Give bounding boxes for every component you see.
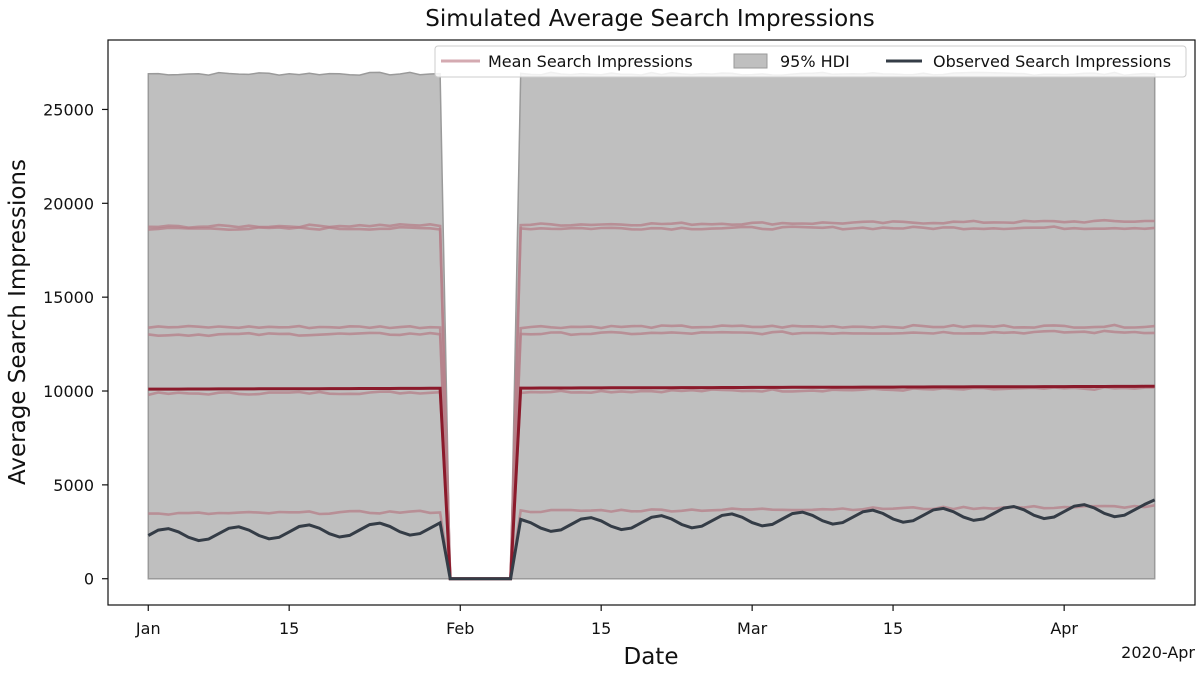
legend-mean-label: Mean Search Impressions bbox=[488, 52, 693, 71]
x-offset-label: 2020-Apr bbox=[1121, 643, 1195, 662]
legend-hdi-swatch bbox=[733, 53, 768, 69]
legend-observed-label: Observed Search Impressions bbox=[933, 52, 1171, 71]
y-tick-label: 5000 bbox=[53, 476, 94, 495]
x-axis: Jan 15 Feb 15 Mar 15 Apr bbox=[135, 605, 1078, 638]
x-tick-label: 15 bbox=[883, 619, 903, 638]
x-tick-label: Apr bbox=[1050, 619, 1078, 638]
legend-frame bbox=[434, 45, 1187, 78]
x-axis-label: Date bbox=[624, 644, 679, 670]
legend: Mean Search Impressions 95% HDI Observed… bbox=[434, 45, 1187, 78]
y-tick-label: 0 bbox=[84, 570, 94, 589]
y-tick-label: 20000 bbox=[43, 194, 94, 213]
y-axis-label: Average Search Impressions bbox=[5, 159, 31, 485]
plot-frame bbox=[107, 39, 1196, 606]
y-tick-label: 15000 bbox=[43, 288, 94, 307]
chart-title: Simulated Average Search Impressions bbox=[425, 6, 875, 32]
y-tick-label: 25000 bbox=[43, 100, 94, 119]
mean-series-line bbox=[148, 225, 1155, 580]
mean-series-line bbox=[148, 329, 1155, 580]
legend-hdi-label: 95% HDI bbox=[780, 52, 850, 71]
mean-series-line bbox=[148, 504, 1155, 580]
x-tick-label: 15 bbox=[591, 619, 611, 638]
x-tick-label: Jan bbox=[135, 619, 161, 638]
mean-series-line bbox=[148, 218, 1155, 580]
mean-series-line bbox=[148, 323, 1155, 580]
x-tick-label: 15 bbox=[279, 619, 299, 638]
plot-area bbox=[147, 71, 1156, 581]
observed-series-line bbox=[147, 498, 1156, 581]
y-tick-label: 10000 bbox=[43, 382, 94, 401]
mean-series-line bbox=[147, 385, 1155, 580]
x-tick-label: Mar bbox=[737, 619, 768, 638]
mean-series-line bbox=[148, 384, 1155, 581]
y-axis: 0 5000 10000 15000 20000 25000 bbox=[43, 100, 108, 589]
x-tick-label: Feb bbox=[446, 619, 474, 638]
